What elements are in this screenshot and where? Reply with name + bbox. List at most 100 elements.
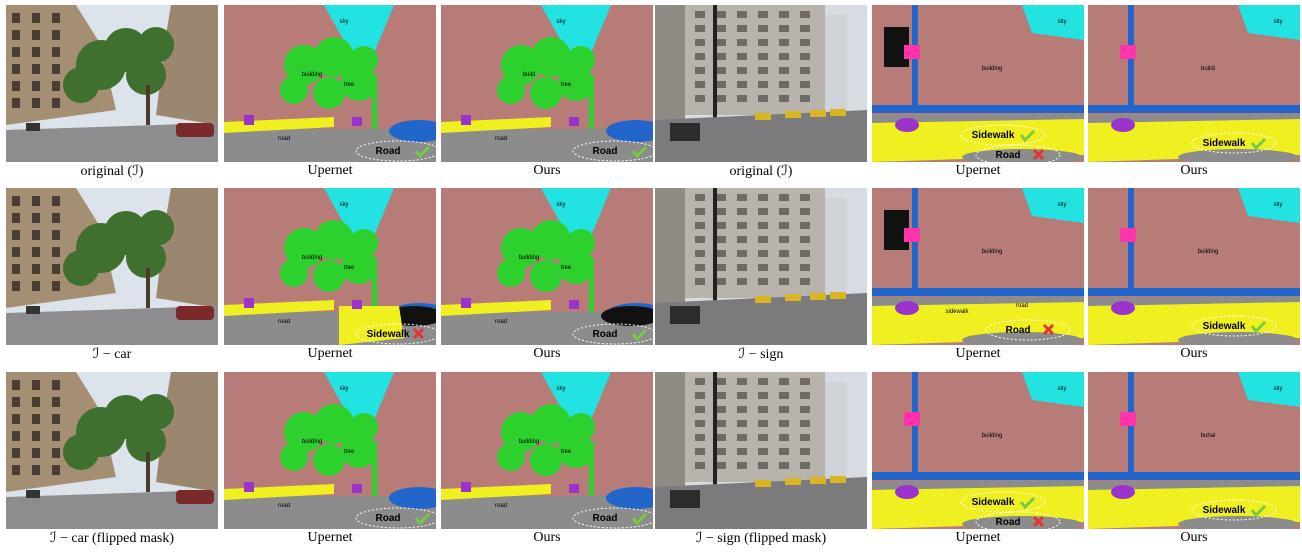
window <box>52 465 60 475</box>
panel-image: sky building Sidewalk <box>1088 188 1300 345</box>
window <box>779 25 789 32</box>
panel-image: sky build tree road Road <box>441 5 653 162</box>
building <box>156 372 218 492</box>
window <box>800 434 810 441</box>
label-callout: Sidewalk <box>1203 321 1246 332</box>
building <box>655 372 685 487</box>
window <box>800 392 810 399</box>
class-label: building <box>982 433 1003 439</box>
car <box>176 490 214 504</box>
window <box>779 11 789 18</box>
caption: original (ℐ) <box>729 164 793 179</box>
car-band <box>872 472 1084 480</box>
window <box>779 39 789 46</box>
class-label: road <box>278 136 290 142</box>
panel-image: sky building tree road Road <box>224 5 436 162</box>
car-seg <box>606 120 653 142</box>
panel-image <box>655 372 867 529</box>
building <box>156 188 218 308</box>
tree-seg <box>341 432 377 468</box>
check-icon <box>1250 137 1267 151</box>
window <box>716 11 726 18</box>
car <box>26 306 40 314</box>
window <box>758 25 768 32</box>
person-seg <box>895 118 919 132</box>
tree <box>126 238 166 278</box>
window <box>737 420 747 427</box>
window <box>716 81 726 88</box>
sky-seg <box>541 372 611 444</box>
class-label: buhal <box>1201 433 1216 439</box>
building <box>655 5 685 120</box>
window <box>779 448 789 455</box>
window <box>716 236 726 243</box>
class-label: tree <box>344 82 355 88</box>
tree <box>63 67 99 103</box>
class-label: sky <box>1058 19 1067 25</box>
taxi <box>755 480 771 487</box>
window <box>737 53 747 60</box>
window <box>12 264 20 274</box>
window <box>12 230 20 240</box>
window <box>12 380 20 390</box>
window <box>737 194 747 201</box>
class-label: road <box>495 136 507 142</box>
road <box>6 123 218 162</box>
building <box>825 15 847 115</box>
trash <box>670 490 700 508</box>
class-label: building <box>302 439 323 445</box>
class-label: road <box>495 319 507 325</box>
window <box>716 448 726 455</box>
building <box>825 198 847 298</box>
tree-seg <box>280 443 308 471</box>
class-label: sky <box>557 202 566 208</box>
window <box>32 431 40 441</box>
tree <box>63 434 99 470</box>
window <box>12 414 20 424</box>
tree-seg <box>567 413 595 441</box>
window <box>716 67 726 74</box>
label-badge <box>960 124 1046 146</box>
person-seg <box>895 301 919 315</box>
window <box>52 81 60 91</box>
trash <box>670 123 700 141</box>
panel-image <box>655 188 867 345</box>
class-label: buildi <box>1201 66 1215 72</box>
check-icon <box>414 145 431 159</box>
tree-seg <box>558 432 594 468</box>
sky-seg <box>1238 188 1300 223</box>
window <box>32 98 40 108</box>
tree-seg <box>501 45 541 85</box>
taxi <box>810 110 826 117</box>
window <box>32 448 40 458</box>
person-seg <box>1111 301 1135 315</box>
car <box>26 123 40 131</box>
class-label: sky <box>1274 202 1283 208</box>
window <box>716 378 726 385</box>
label-callout: Road <box>376 513 401 524</box>
window <box>758 378 768 385</box>
window <box>758 278 768 285</box>
person-seg <box>352 484 362 493</box>
check-icon <box>1250 504 1267 518</box>
class-label: sky <box>340 386 349 392</box>
class-label: building <box>519 439 540 445</box>
window <box>12 98 20 108</box>
class-label: road <box>1016 303 1028 309</box>
class-label: sky <box>1274 386 1283 392</box>
label-badge <box>572 507 653 529</box>
window <box>695 448 705 455</box>
window <box>737 67 747 74</box>
car-seg <box>606 487 653 509</box>
window <box>716 39 726 46</box>
window <box>737 378 747 385</box>
building <box>156 5 218 125</box>
window <box>695 420 705 427</box>
window <box>779 434 789 441</box>
window <box>32 465 40 475</box>
window <box>716 264 726 271</box>
window <box>758 420 768 427</box>
person-seg <box>895 485 919 499</box>
tree-seg <box>341 65 377 101</box>
tree-seg <box>313 444 345 476</box>
